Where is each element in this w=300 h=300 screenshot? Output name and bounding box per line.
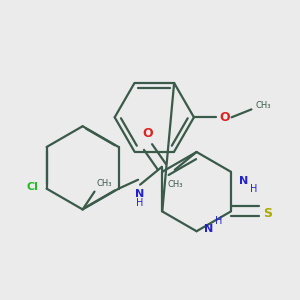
- Text: N: N: [136, 189, 145, 199]
- Text: CH₃: CH₃: [167, 180, 182, 189]
- Text: O: O: [220, 111, 230, 124]
- Text: H: H: [250, 184, 257, 194]
- Text: H: H: [136, 198, 144, 208]
- Text: S: S: [264, 207, 273, 220]
- Text: N: N: [239, 176, 248, 186]
- Text: CH₃: CH₃: [97, 178, 112, 188]
- Text: O: O: [143, 127, 153, 140]
- Text: Cl: Cl: [27, 182, 39, 192]
- Text: N: N: [205, 224, 214, 234]
- Text: H: H: [215, 216, 223, 226]
- Text: CH₃: CH₃: [255, 101, 271, 110]
